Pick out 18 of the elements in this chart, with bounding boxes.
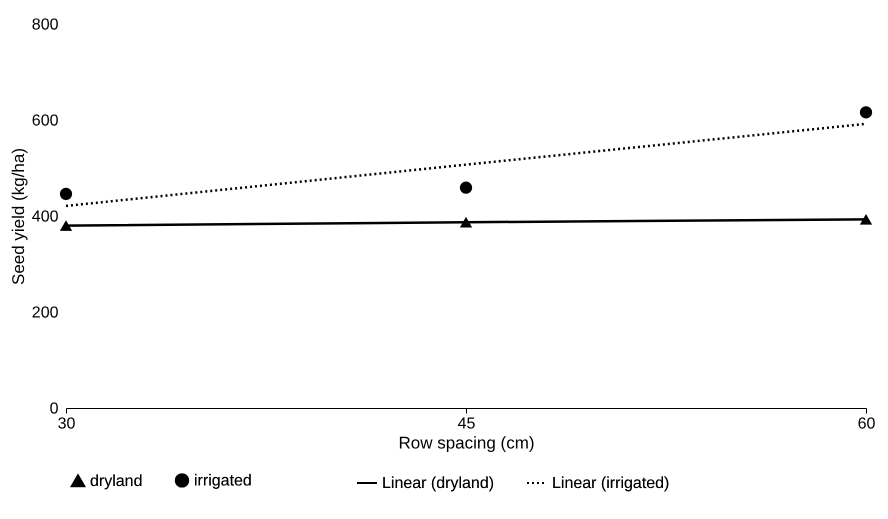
x-tick-label: 30 xyxy=(58,416,76,432)
point xyxy=(60,188,72,200)
legend-label: dryland xyxy=(90,472,142,490)
point xyxy=(860,106,872,118)
y-axis-title: Seed yield (kg/ha) xyxy=(8,148,28,286)
x-tick-label: 60 xyxy=(858,416,876,432)
legend-label: irrigated xyxy=(194,472,252,490)
legend-label: Linear (dryland) xyxy=(382,475,494,492)
y-tick-label: 600 xyxy=(32,112,59,130)
y-tick-label: 400 xyxy=(32,208,59,226)
y-tick-label: 800 xyxy=(32,16,59,34)
point xyxy=(460,182,472,194)
x-tick-label: 45 xyxy=(458,416,476,432)
legend-label: Linear (irrigated) xyxy=(552,475,670,492)
point xyxy=(60,220,72,231)
y-tick-label: 200 xyxy=(32,304,59,322)
y-tick-label: 0 xyxy=(50,400,59,418)
x-axis-title: Row spacing (cm) xyxy=(398,434,535,452)
